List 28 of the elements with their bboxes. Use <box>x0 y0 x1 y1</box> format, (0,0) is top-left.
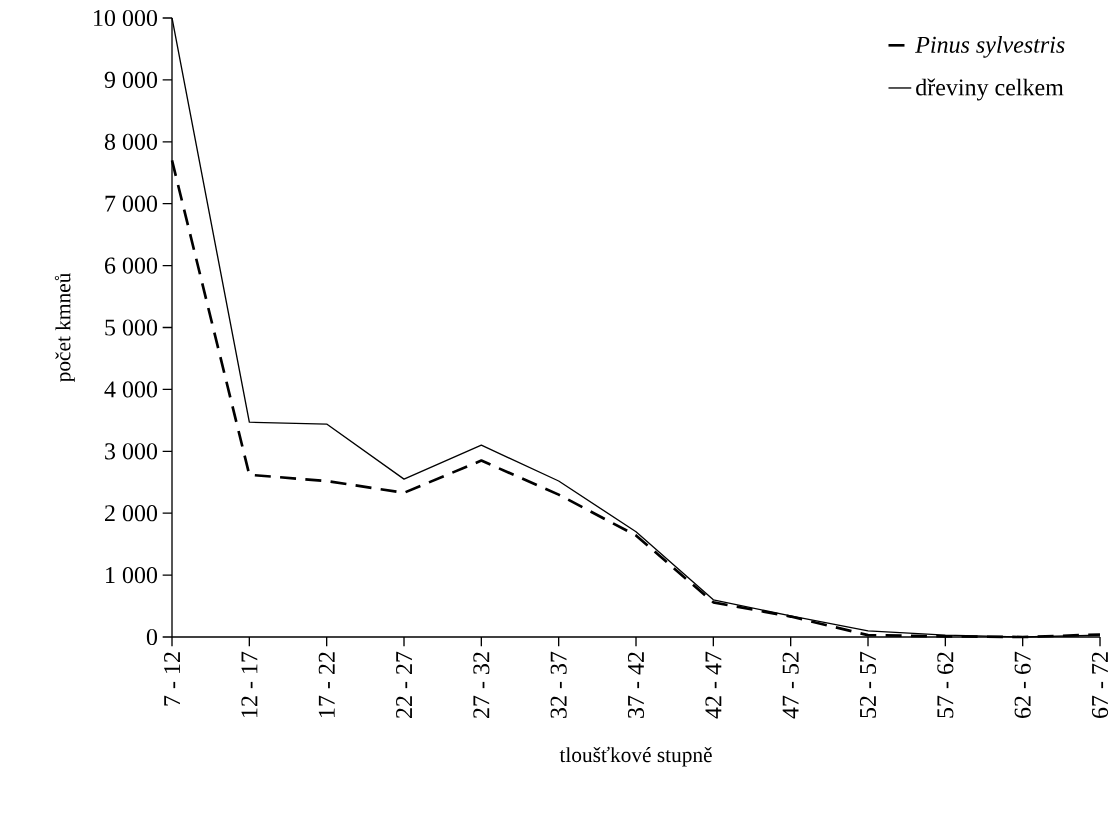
x-tick-label: 37 - 42 <box>627 652 645 718</box>
x-tick-label: 47 - 52 <box>782 652 799 719</box>
x-tick-label: 62 - 67 <box>1014 651 1031 719</box>
x-tick-label: 32 - 37 <box>550 651 567 718</box>
x-tick-label: 22 - 27 <box>396 651 412 718</box>
y-tick-label: 9 000 <box>104 71 158 88</box>
y-axis-title: počet kmneů <box>54 273 75 382</box>
y-tick-label: 6 000 <box>104 257 158 274</box>
y-tick-label: 5 000 <box>105 319 158 336</box>
x-tick-label: 12 - 17 <box>241 651 258 717</box>
y-tick-label: 3 000 <box>105 443 158 460</box>
x-tick-label: 27 - 32 <box>473 652 490 718</box>
y-tick-label: 1 000 <box>106 567 158 584</box>
x-tick-label: 52 - 57 <box>859 651 877 718</box>
y-tick-label: 8 000 <box>104 133 158 150</box>
legend-label: Pinus sylvestris <box>915 35 1065 58</box>
x-tick-label: 57 - 62 <box>937 652 954 718</box>
y-tick-label: 2 000 <box>105 505 158 522</box>
x-tick-label: 7 - 12 <box>164 652 180 706</box>
y-tick-label: 4 000 <box>104 381 158 398</box>
y-tick-label: 0 <box>146 628 158 646</box>
x-tick-label: 42 - 47 <box>705 651 722 719</box>
y-tick-label: 7 000 <box>105 195 158 212</box>
x-axis-title: tloušťkové stupně <box>559 746 712 767</box>
legend-label: dřeviny celkem <box>916 78 1064 101</box>
y-tick-label: 10 000 <box>94 9 158 27</box>
x-tick-label: 67 - 72 <box>1091 652 1109 719</box>
x-tick-label: 17 - 22 <box>318 652 335 717</box>
